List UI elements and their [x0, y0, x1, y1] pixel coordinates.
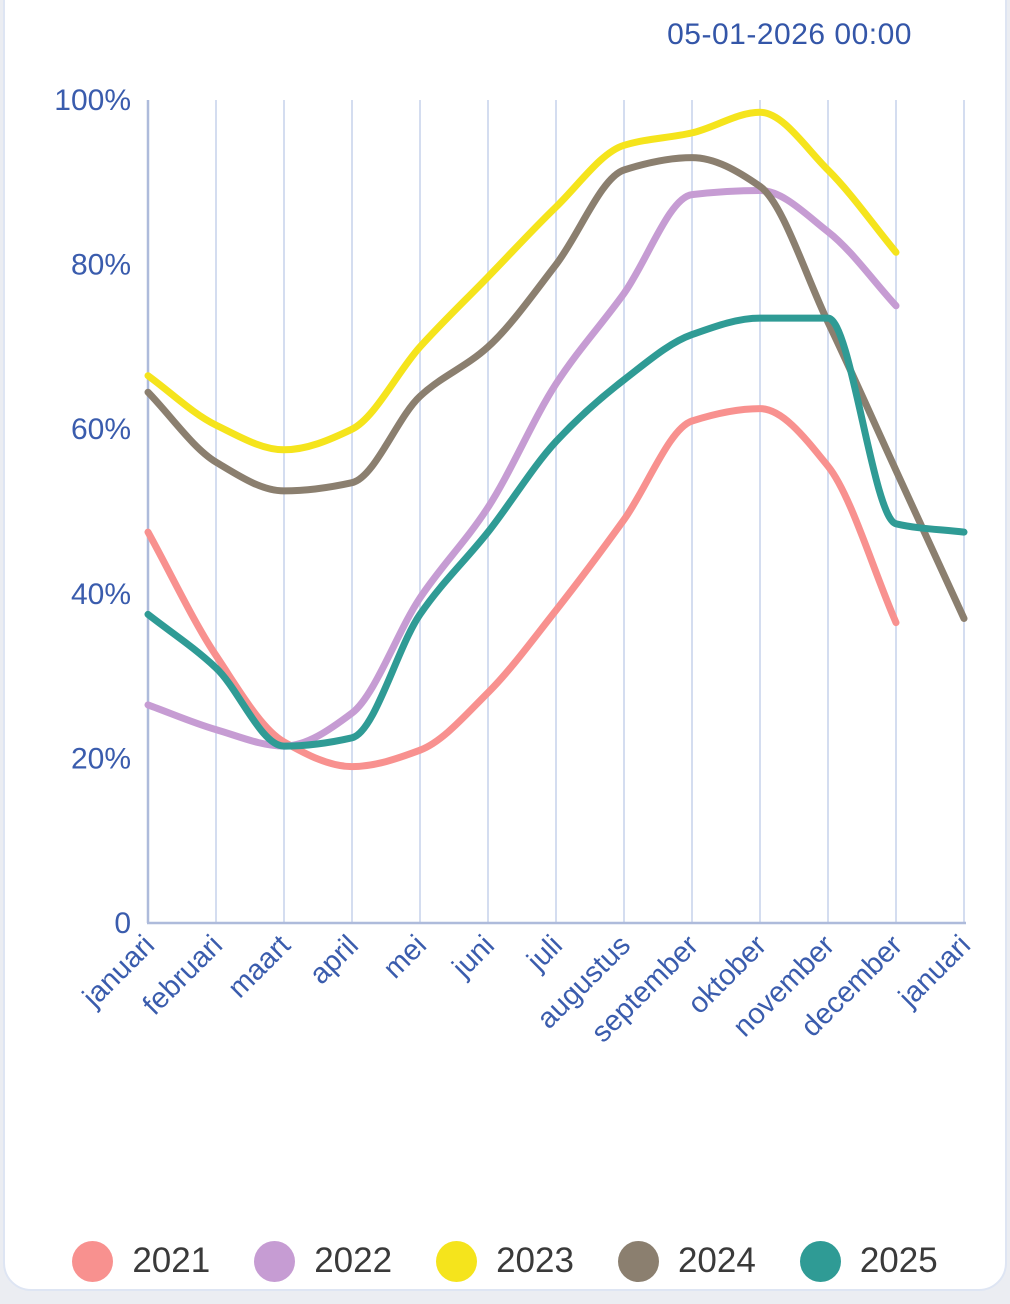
- legend-label: 2021: [132, 1241, 211, 1280]
- legend-label: 2024: [677, 1241, 756, 1280]
- legend-label: 2023: [496, 1241, 574, 1280]
- y-axis-tick-label: 0: [114, 907, 131, 940]
- series-line-2022[interactable]: [144, 187, 900, 750]
- y-axis-tick-label: 40%: [71, 578, 131, 611]
- timestamp: 05-01-2026 00:00: [667, 18, 912, 51]
- series-line-2025[interactable]: [144, 314, 968, 750]
- legend: 2021 2022 2023 2024 2025: [0, 1233, 1010, 1289]
- legend-item-2024[interactable]: 2024: [617, 1240, 756, 1282]
- legend-item-2023[interactable]: 2023: [436, 1240, 574, 1282]
- y-axis-tick-label: 80%: [71, 249, 131, 282]
- legend-item-2022[interactable]: 2022: [254, 1240, 393, 1282]
- series-line-2023[interactable]: [144, 108, 900, 454]
- legend-swatch-icon: [799, 1240, 841, 1282]
- series-line-2021[interactable]: [144, 405, 900, 771]
- chart-card: [3, 0, 1007, 1291]
- x-axis-tick-label: april: [304, 929, 365, 990]
- x-axis-tick-label: mei: [377, 929, 433, 985]
- legend-label: 2025: [859, 1241, 938, 1280]
- legend-swatch-icon: [72, 1240, 114, 1282]
- legend-item-2021[interactable]: 2021: [72, 1240, 211, 1282]
- x-axis-tick-label: juni: [446, 929, 501, 984]
- y-axis-tick-label: 20%: [71, 742, 131, 775]
- legend-label: 2022: [314, 1241, 393, 1280]
- y-axis-tick-label: 100%: [54, 84, 131, 117]
- y-axis-tick-label: 60%: [71, 413, 131, 446]
- x-axis-tick-label: januari: [892, 929, 977, 1014]
- legend-swatch-icon: [254, 1240, 296, 1282]
- legend-swatch-icon: [436, 1240, 478, 1282]
- legend-item-2025[interactable]: 2025: [799, 1240, 938, 1282]
- x-axis-tick-label: juli: [521, 929, 569, 977]
- legend-swatch-icon: [617, 1240, 659, 1282]
- x-axis-tick-label: maart: [222, 929, 297, 1004]
